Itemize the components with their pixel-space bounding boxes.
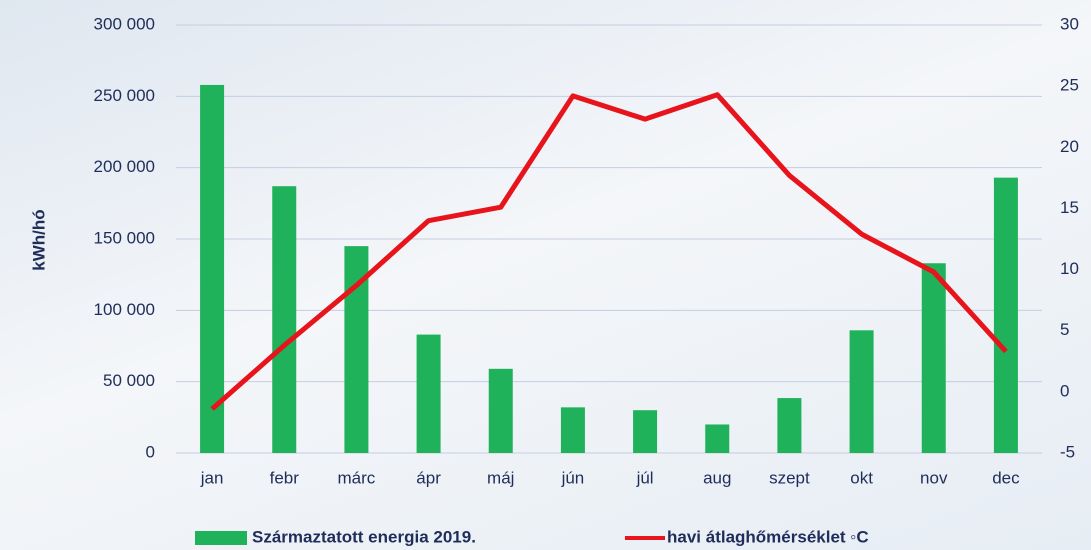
y2-tick-label: 10 (1060, 259, 1079, 278)
bar (850, 330, 874, 453)
y2-tick-label: 25 (1060, 76, 1079, 95)
bar (561, 407, 585, 453)
y2-tick-label: 20 (1060, 137, 1079, 156)
line (212, 95, 1006, 409)
x-tick-label: okt (850, 468, 873, 487)
y2-tick-label: -5 (1060, 442, 1075, 461)
x-tick-label: máj (487, 468, 514, 487)
y-axis-label: kWh/hó (29, 209, 48, 270)
x-tick-label: márc (338, 468, 376, 487)
bar (489, 369, 513, 453)
y-tick-label: 150 000 (94, 228, 155, 247)
bar (200, 85, 224, 453)
y-tick-label: 0 (146, 442, 155, 461)
x-tick-label: júl (636, 468, 654, 487)
y-tick-label: 300 000 (94, 14, 155, 33)
bar (777, 398, 801, 453)
legend-label: havi átlaghőmérséklet ◦C (667, 527, 869, 546)
bar (272, 186, 296, 453)
x-tick-label: febr (270, 468, 300, 487)
bar (705, 424, 729, 453)
x-tick-label: aug (703, 468, 731, 487)
bar (994, 178, 1018, 453)
x-tick-label: jún (561, 468, 585, 487)
y2-tick-label: 15 (1060, 198, 1079, 217)
y-tick-label: 100 000 (94, 300, 155, 319)
x-tick-label: dec (992, 468, 1020, 487)
chart: kWh/hó 0 50 000 100 000 150 000 200 000 250 0… (0, 0, 1091, 550)
x-tick-label: nov (920, 468, 948, 487)
legend-label: Származtatott energia 2019. (252, 527, 476, 546)
y-tick-label: 50 000 (103, 371, 155, 390)
y-tick-label: 200 000 (94, 157, 155, 176)
legend-swatch (195, 531, 247, 545)
y2-tick-label: 30 (1060, 14, 1079, 33)
x-tick-label: jan (200, 468, 224, 487)
x-tick-label: ápr (416, 468, 441, 487)
y-tick-label: 250 000 (94, 86, 155, 105)
y2-tick-label: 0 (1060, 381, 1069, 400)
x-tick-label: szept (769, 468, 810, 487)
bar (417, 335, 441, 453)
y2-tick-label: 5 (1060, 320, 1069, 339)
bar (633, 410, 657, 453)
bar (922, 263, 946, 453)
